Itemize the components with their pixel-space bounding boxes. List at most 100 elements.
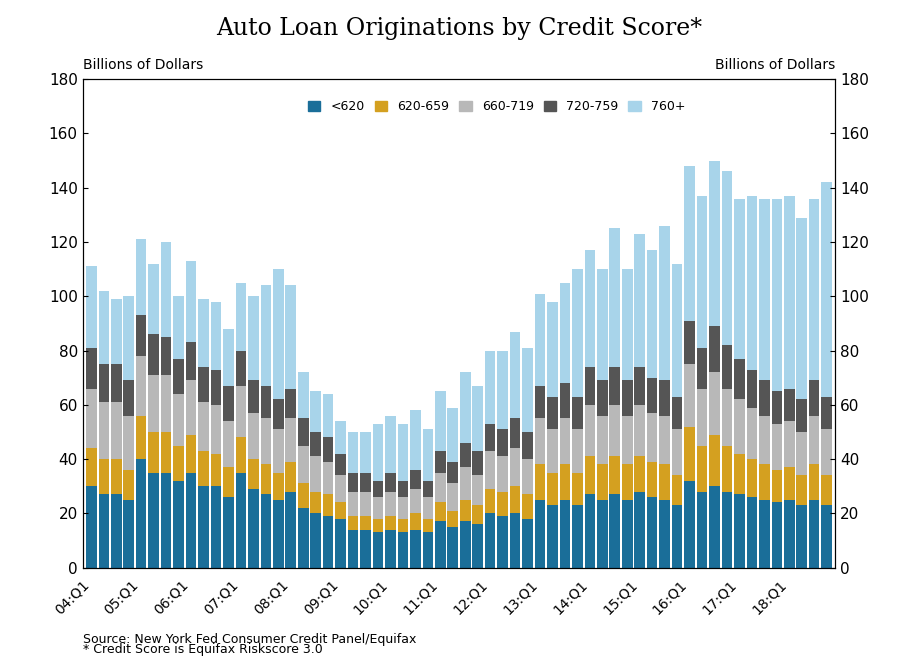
Bar (746, 497, 757, 568)
Bar (285, 389, 296, 418)
Bar (572, 505, 583, 568)
Bar (111, 364, 121, 402)
Bar (210, 302, 221, 370)
Bar (161, 432, 172, 473)
Bar (360, 492, 371, 516)
Bar (771, 470, 782, 502)
Bar (422, 533, 433, 568)
Bar (534, 500, 545, 568)
Bar (485, 513, 496, 568)
Bar (174, 358, 184, 394)
Bar (809, 380, 820, 416)
Bar (149, 432, 159, 473)
Bar (710, 160, 720, 326)
Bar (422, 519, 433, 533)
Bar (784, 467, 795, 500)
Bar (498, 516, 508, 568)
Bar (98, 494, 109, 568)
Bar (136, 356, 147, 416)
Bar (198, 486, 208, 568)
Bar (572, 269, 583, 397)
Bar (360, 473, 371, 492)
Bar (684, 426, 695, 480)
Bar (797, 218, 807, 399)
Bar (335, 421, 346, 453)
Bar (585, 405, 595, 456)
Bar (86, 348, 96, 389)
Bar (710, 372, 720, 435)
Bar (797, 475, 807, 505)
Bar (485, 350, 496, 424)
Bar (560, 500, 570, 568)
Bar (98, 364, 109, 402)
Bar (248, 413, 259, 459)
Bar (734, 453, 744, 494)
Bar (697, 492, 708, 568)
Bar (597, 416, 608, 465)
Bar (348, 492, 358, 516)
Bar (335, 502, 346, 519)
Bar (784, 196, 795, 389)
Bar (622, 500, 633, 568)
Bar (710, 326, 720, 372)
Bar (784, 500, 795, 568)
Bar (397, 424, 409, 480)
Bar (285, 462, 296, 492)
Legend: <620, 620-659, 660-719, 720-759, 760+: <620, 620-659, 660-719, 720-759, 760+ (303, 95, 690, 118)
Bar (710, 486, 720, 568)
Bar (323, 462, 333, 494)
Bar (809, 199, 820, 380)
Bar (534, 465, 545, 500)
Bar (410, 489, 420, 513)
Bar (722, 492, 733, 568)
Bar (822, 475, 832, 505)
Bar (223, 421, 234, 467)
Bar (410, 411, 420, 470)
Bar (722, 389, 733, 446)
Bar (373, 533, 384, 568)
Bar (684, 480, 695, 568)
Bar (386, 492, 396, 516)
Bar (560, 383, 570, 418)
Bar (659, 380, 670, 416)
Bar (647, 250, 657, 378)
Bar (123, 500, 134, 568)
Bar (136, 315, 147, 356)
Bar (672, 264, 682, 397)
Bar (310, 391, 321, 432)
Bar (123, 470, 134, 500)
Bar (210, 486, 221, 568)
Text: Billions of Dollars: Billions of Dollars (715, 58, 835, 73)
Bar (447, 407, 458, 462)
Bar (485, 424, 496, 451)
Bar (697, 389, 708, 446)
Bar (360, 432, 371, 473)
Bar (498, 456, 508, 492)
Bar (185, 435, 196, 473)
Bar (697, 446, 708, 492)
Bar (485, 489, 496, 513)
Bar (123, 416, 134, 470)
Bar (236, 438, 246, 473)
Bar (647, 497, 657, 568)
Bar (547, 397, 558, 429)
Bar (697, 348, 708, 389)
Bar (771, 502, 782, 568)
Bar (373, 480, 384, 497)
Bar (310, 513, 321, 568)
Bar (273, 399, 284, 429)
Bar (473, 386, 483, 451)
Bar (547, 429, 558, 473)
Bar (248, 459, 259, 489)
Bar (298, 418, 308, 446)
Bar (310, 492, 321, 513)
Bar (759, 500, 769, 568)
Bar (273, 500, 284, 568)
Bar (771, 199, 782, 391)
Bar (610, 494, 620, 568)
Bar (397, 519, 409, 533)
Bar (634, 367, 645, 405)
Bar (684, 364, 695, 426)
Bar (410, 470, 420, 489)
Bar (672, 475, 682, 505)
